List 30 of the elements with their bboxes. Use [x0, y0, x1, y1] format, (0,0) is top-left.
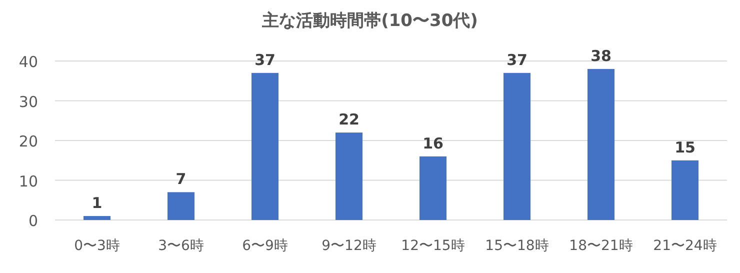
y-tick-label: 40	[18, 53, 38, 71]
y-tick-label: 30	[18, 92, 38, 111]
bar	[168, 192, 194, 220]
data-label: 22	[338, 110, 360, 129]
bar	[420, 156, 446, 220]
y-tick-label: 10	[18, 172, 38, 190]
x-tick-label: 12〜15時	[401, 238, 465, 254]
y-tick-label: 20	[18, 132, 38, 150]
x-tick-label: 21〜24時	[653, 238, 717, 254]
bar	[336, 132, 362, 220]
x-tick-label: 3〜6時	[158, 238, 204, 254]
bar	[672, 160, 698, 220]
bar	[84, 216, 110, 220]
data-label: 37	[254, 50, 276, 69]
data-label: 16	[422, 134, 444, 152]
y-tick-label: 0	[28, 212, 38, 230]
data-label: 7	[176, 170, 186, 188]
bar	[504, 72, 530, 220]
data-label: 38	[590, 46, 612, 65]
bar	[588, 68, 614, 220]
x-tick-label: 18〜21時	[569, 238, 633, 254]
x-tick-label: 9〜12時	[322, 238, 376, 254]
chart-title: 主な活動時間帯(10〜30代)	[261, 11, 478, 31]
data-label: 37	[506, 50, 528, 69]
bar	[252, 72, 278, 220]
x-tick-label: 15〜18時	[485, 238, 549, 254]
x-tick-label: 0〜3時	[74, 238, 120, 254]
data-label: 1	[92, 194, 102, 212]
data-label: 15	[674, 138, 696, 156]
x-tick-label: 6〜9時	[242, 238, 288, 254]
